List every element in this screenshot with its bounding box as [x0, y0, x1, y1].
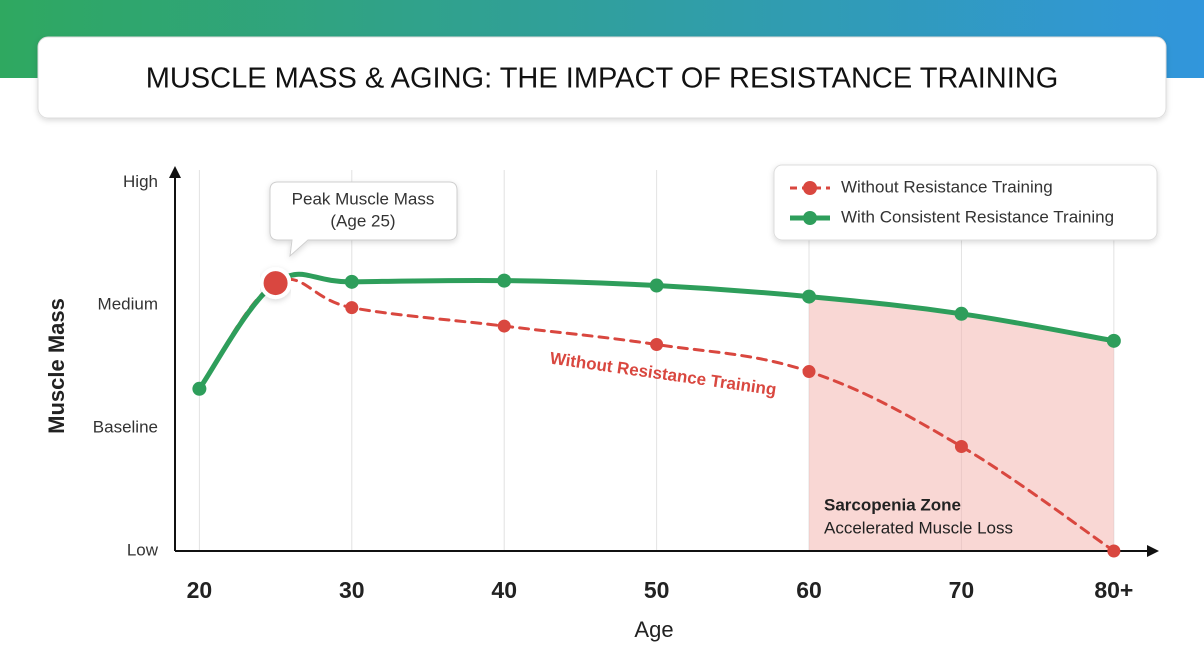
title-box — [37, 36, 1167, 119]
series-marker — [649, 278, 664, 293]
series-marker — [802, 365, 816, 379]
peak-callout-text: (Age 25) — [330, 211, 395, 230]
x-tick-label: 70 — [949, 577, 975, 603]
series-marker — [802, 289, 817, 304]
sarcopenia-zone — [809, 296, 1114, 551]
x-axis-title: Age — [634, 617, 673, 642]
x-tick-label: 80+ — [1094, 577, 1133, 603]
x-tick-label: 30 — [339, 577, 365, 603]
legend-box — [773, 164, 1158, 241]
peak-marker — [259, 267, 292, 300]
zone-title: Sarcopenia Zone — [824, 495, 961, 514]
series-marker — [954, 306, 969, 321]
series-marker — [345, 301, 359, 315]
peak-callout-text: Peak Muscle Mass — [292, 189, 435, 208]
x-tick-label: 50 — [644, 577, 670, 603]
series-marker — [1107, 544, 1121, 558]
legend-marker — [803, 211, 817, 225]
x-tick-label: 60 — [796, 577, 822, 603]
series-marker — [650, 338, 664, 352]
x-axis-arrow — [1147, 545, 1159, 557]
legend-label: Without Resistance Training — [841, 177, 1053, 196]
y-tick-label: Medium — [98, 295, 158, 314]
y-tick-label: Low — [127, 540, 159, 559]
series-marker — [954, 440, 968, 454]
series-marker — [497, 319, 511, 333]
legend-marker — [803, 181, 817, 195]
chart-title: MUSCLE MASS & AGING: THE IMPACT OF RESIS… — [146, 63, 1059, 95]
legend-label: With Consistent Resistance Training — [841, 207, 1114, 226]
series-marker — [1106, 333, 1121, 348]
zone-subtitle: Accelerated Muscle Loss — [824, 518, 1013, 537]
y-axis-title: Muscle Mass — [44, 298, 69, 434]
y-tick-label: High — [123, 172, 158, 191]
series-marker — [497, 273, 512, 288]
x-tick-label: 40 — [491, 577, 517, 603]
peak-callout — [269, 181, 458, 258]
series-marker — [192, 381, 207, 396]
x-tick-label: 20 — [187, 577, 213, 603]
series-marker — [344, 274, 359, 289]
y-tick-label: Baseline — [93, 418, 158, 437]
y-axis-arrow — [169, 166, 181, 178]
